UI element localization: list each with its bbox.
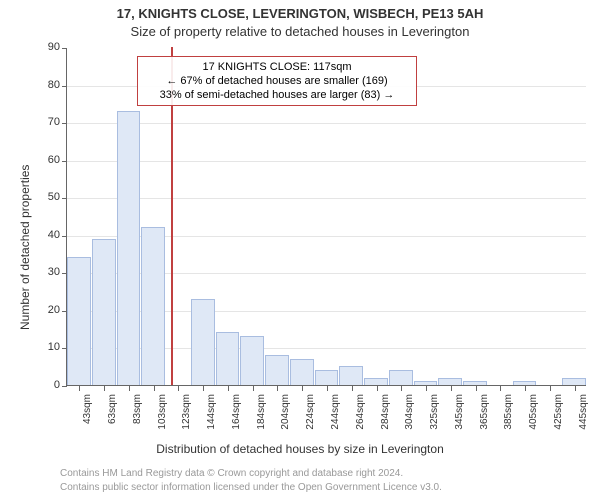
chart-container: 17, KNIGHTS CLOSE, LEVERINGTON, WISBECH,… [0,0,600,500]
property-annotation: 17 KNIGHTS CLOSE: 117sqm← 67% of detache… [137,56,417,107]
y-tick-label: 30 [30,266,60,278]
x-tick-label: 405sqm [528,394,539,454]
x-tick-label: 184sqm [256,394,267,454]
y-tick-label: 80 [30,79,60,91]
x-tick-label: 224sqm [305,394,316,454]
x-tick-label: 144sqm [206,394,217,454]
x-tick-label: 244sqm [330,394,341,454]
histogram-bar [67,257,91,385]
x-tick-label: 264sqm [355,394,366,454]
chart-subtitle: Size of property relative to detached ho… [0,24,600,39]
histogram-bar [117,111,141,385]
histogram-bar [191,299,215,385]
annotation-line: 17 KNIGHTS CLOSE: 117sqm [144,60,410,74]
x-tick-label: 284sqm [380,394,391,454]
histogram-bar [315,370,339,385]
histogram-bar [240,336,264,385]
x-tick-label: 345sqm [454,394,465,454]
x-tick-label: 365sqm [479,394,490,454]
chart-title-address: 17, KNIGHTS CLOSE, LEVERINGTON, WISBECH,… [0,6,600,21]
x-tick-label: 63sqm [107,394,118,454]
histogram-bar [339,366,363,385]
y-tick-label: 90 [30,41,60,53]
plot-area: 17 KNIGHTS CLOSE: 117sqm← 67% of detache… [66,48,586,386]
x-tick-label: 123sqm [181,394,192,454]
x-tick-label: 445sqm [578,394,589,454]
x-tick-label: 204sqm [280,394,291,454]
x-tick-label: 43sqm [82,394,93,454]
x-tick-label: 164sqm [231,394,242,454]
attribution-line1: Contains HM Land Registry data © Crown c… [60,468,403,479]
histogram-bar [513,381,537,385]
y-tick-label: 10 [30,341,60,353]
histogram-bar [438,378,462,386]
y-tick-label: 70 [30,116,60,128]
histogram-bar [92,239,116,385]
histogram-bar [364,378,388,386]
histogram-bar [414,381,438,385]
histogram-bar [216,332,240,385]
annotation-line: 33% of semi-detached houses are larger (… [144,88,410,102]
histogram-bar [265,355,289,385]
x-tick-label: 304sqm [404,394,415,454]
x-tick-label: 325sqm [429,394,440,454]
x-tick-label: 385sqm [503,394,514,454]
y-tick-label: 0 [30,379,60,391]
y-tick-label: 20 [30,304,60,316]
attribution-line2: Contains public sector information licen… [60,482,442,493]
annotation-line: ← 67% of detached houses are smaller (16… [144,74,410,88]
x-tick-label: 103sqm [157,394,168,454]
x-tick-label: 425sqm [553,394,564,454]
y-tick-label: 60 [30,154,60,166]
y-tick-label: 50 [30,191,60,203]
histogram-bar [290,359,314,385]
y-tick-label: 40 [30,229,60,241]
histogram-bar [463,381,487,385]
x-tick-label: 83sqm [132,394,143,454]
histogram-bar [141,227,165,385]
histogram-bar [389,370,413,385]
histogram-bar [562,378,586,386]
